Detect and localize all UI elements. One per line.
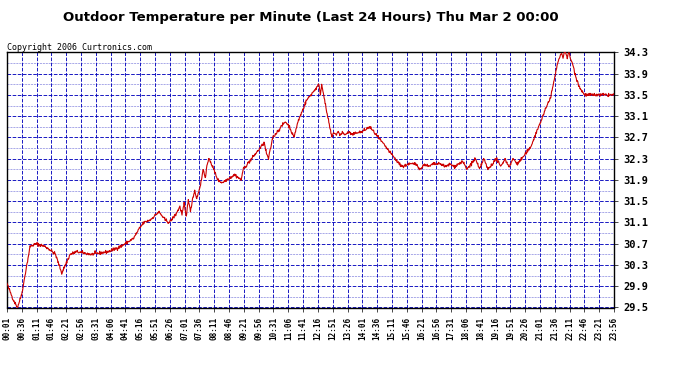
Text: Outdoor Temperature per Minute (Last 24 Hours) Thu Mar 2 00:00: Outdoor Temperature per Minute (Last 24 … [63,11,558,24]
Text: Copyright 2006 Curtronics.com: Copyright 2006 Curtronics.com [7,44,152,52]
